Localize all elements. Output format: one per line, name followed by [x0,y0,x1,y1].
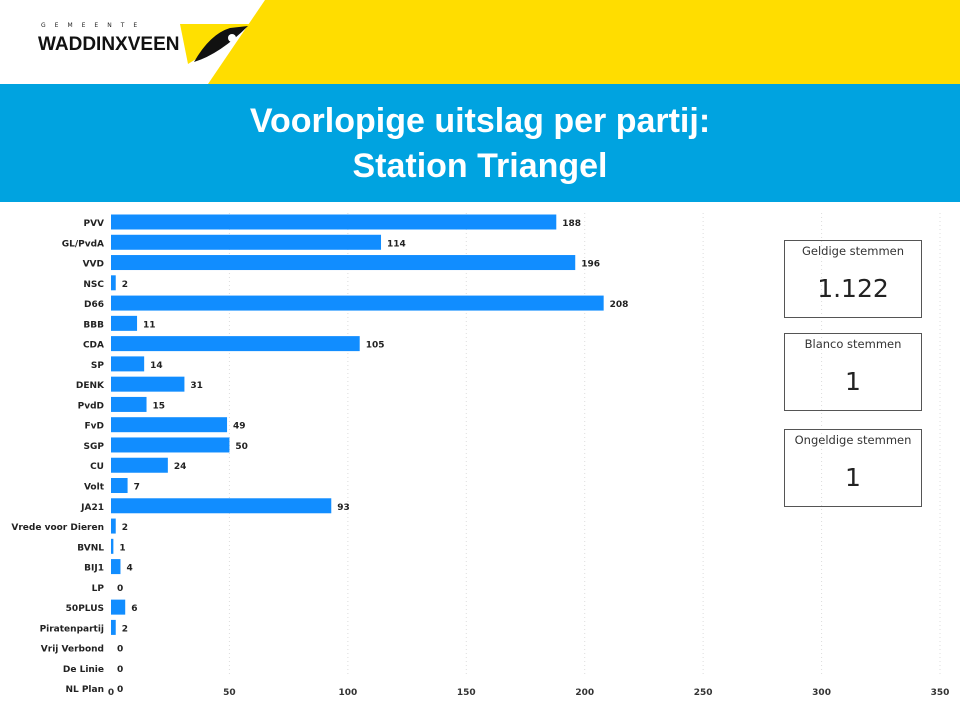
category-label: De Linie [63,665,104,675]
data-label: 14 [150,361,163,371]
bar [111,559,121,575]
bar [111,336,360,352]
data-label: 7 [134,483,140,493]
data-label: 114 [387,239,406,249]
data-label: 50 [235,442,248,452]
category-label: LP [92,584,105,594]
card-label: Ongeldige stemmen [794,433,912,447]
category-label: NSC [83,280,104,290]
category-label: Vrij Verbond [41,645,104,655]
card-geldige-stemmen: Geldige stemmen 1.122 [784,240,922,318]
bar [111,376,185,392]
category-label: JA21 [80,503,104,513]
bar [111,478,128,494]
title-banner: Voorlopige uitslag per partij: Station T… [0,84,960,202]
data-label: 11 [143,320,156,330]
data-label: 2 [122,624,128,634]
data-label: 188 [562,219,581,229]
data-label: 31 [190,381,203,391]
category-label: PvdD [78,401,104,411]
bar [111,437,230,453]
logo-subtitle: GEMEENTE [41,22,147,29]
category-label: D66 [84,300,104,310]
category-label: Volt [84,483,105,493]
card-blanco-stemmen: Blanco stemmen 1 [784,333,922,411]
bar [111,417,228,433]
header: GEMEENTE WADDINXVEEN [0,0,960,84]
card-label: Geldige stemmen [801,244,905,258]
category-label: CDA [83,341,104,351]
category-label: GL/PvdA [62,239,104,249]
category-label: Piratenpartij [40,624,104,634]
category-label: NL Plan [65,685,104,695]
x-tick-label: 200 [575,688,594,698]
card-ongeldige-stemmen: Ongeldige stemmen 1 [784,429,922,507]
category-label: BBB [83,320,104,330]
category-label: 50PLUS [66,604,104,614]
data-label: 0 [117,685,123,695]
category-label: SGP [84,442,105,452]
category-label: CU [90,462,104,472]
bar [111,275,116,291]
bar [111,396,147,412]
category-label: SP [91,361,104,371]
card-value: 1 [845,463,861,492]
category-label: DENK [76,381,105,391]
x-tick-label: 250 [694,688,713,698]
x-tick-label: 0 [108,688,114,698]
bar [111,295,604,311]
category-label: BIJ1 [84,564,104,574]
data-label: 2 [122,280,128,290]
bar [111,234,382,250]
data-label: 0 [117,665,123,675]
data-label: 6 [131,604,137,614]
data-label: 105 [366,341,385,351]
data-label: 15 [153,401,166,411]
bar [111,518,116,534]
bar [111,619,116,635]
data-label: 4 [126,564,132,574]
x-tick-label: 300 [812,688,831,698]
page-subtitle: Station Triangel [352,147,608,185]
bar [111,315,138,331]
bar [111,498,332,514]
yellow-stripe [208,0,960,84]
data-label: 2 [122,523,128,533]
bar [111,255,576,271]
category-label: BVNL [77,543,104,553]
x-tick-label: 50 [223,688,236,698]
bar [111,457,168,473]
data-label: 0 [117,584,123,594]
x-tick-label: 150 [457,688,476,698]
data-label: 208 [610,300,629,310]
bar [111,356,145,372]
card-label: Blanco stemmen [804,337,902,351]
category-label: FvD [85,422,105,432]
category-label: Vrede voor Dieren [11,523,104,533]
bar [111,599,126,615]
bar [111,538,114,554]
card-value: 1 [845,367,861,396]
data-label: 1 [119,543,125,553]
data-label: 49 [233,422,246,432]
bar [111,214,557,230]
x-tick-label: 100 [338,688,357,698]
category-label: PVV [83,219,104,229]
category-label: VVD [83,260,104,270]
data-label: 24 [174,462,187,472]
data-label: 93 [337,503,350,513]
logo-emblem-icon [180,24,252,64]
logo-text: WADDINXVEEN [38,34,180,55]
x-tick-label: 350 [931,688,950,698]
data-label: 0 [117,645,123,655]
data-label: 196 [581,260,600,270]
page-title: Voorlopige uitslag per partij: [249,102,711,140]
card-value: 1.122 [817,274,889,303]
